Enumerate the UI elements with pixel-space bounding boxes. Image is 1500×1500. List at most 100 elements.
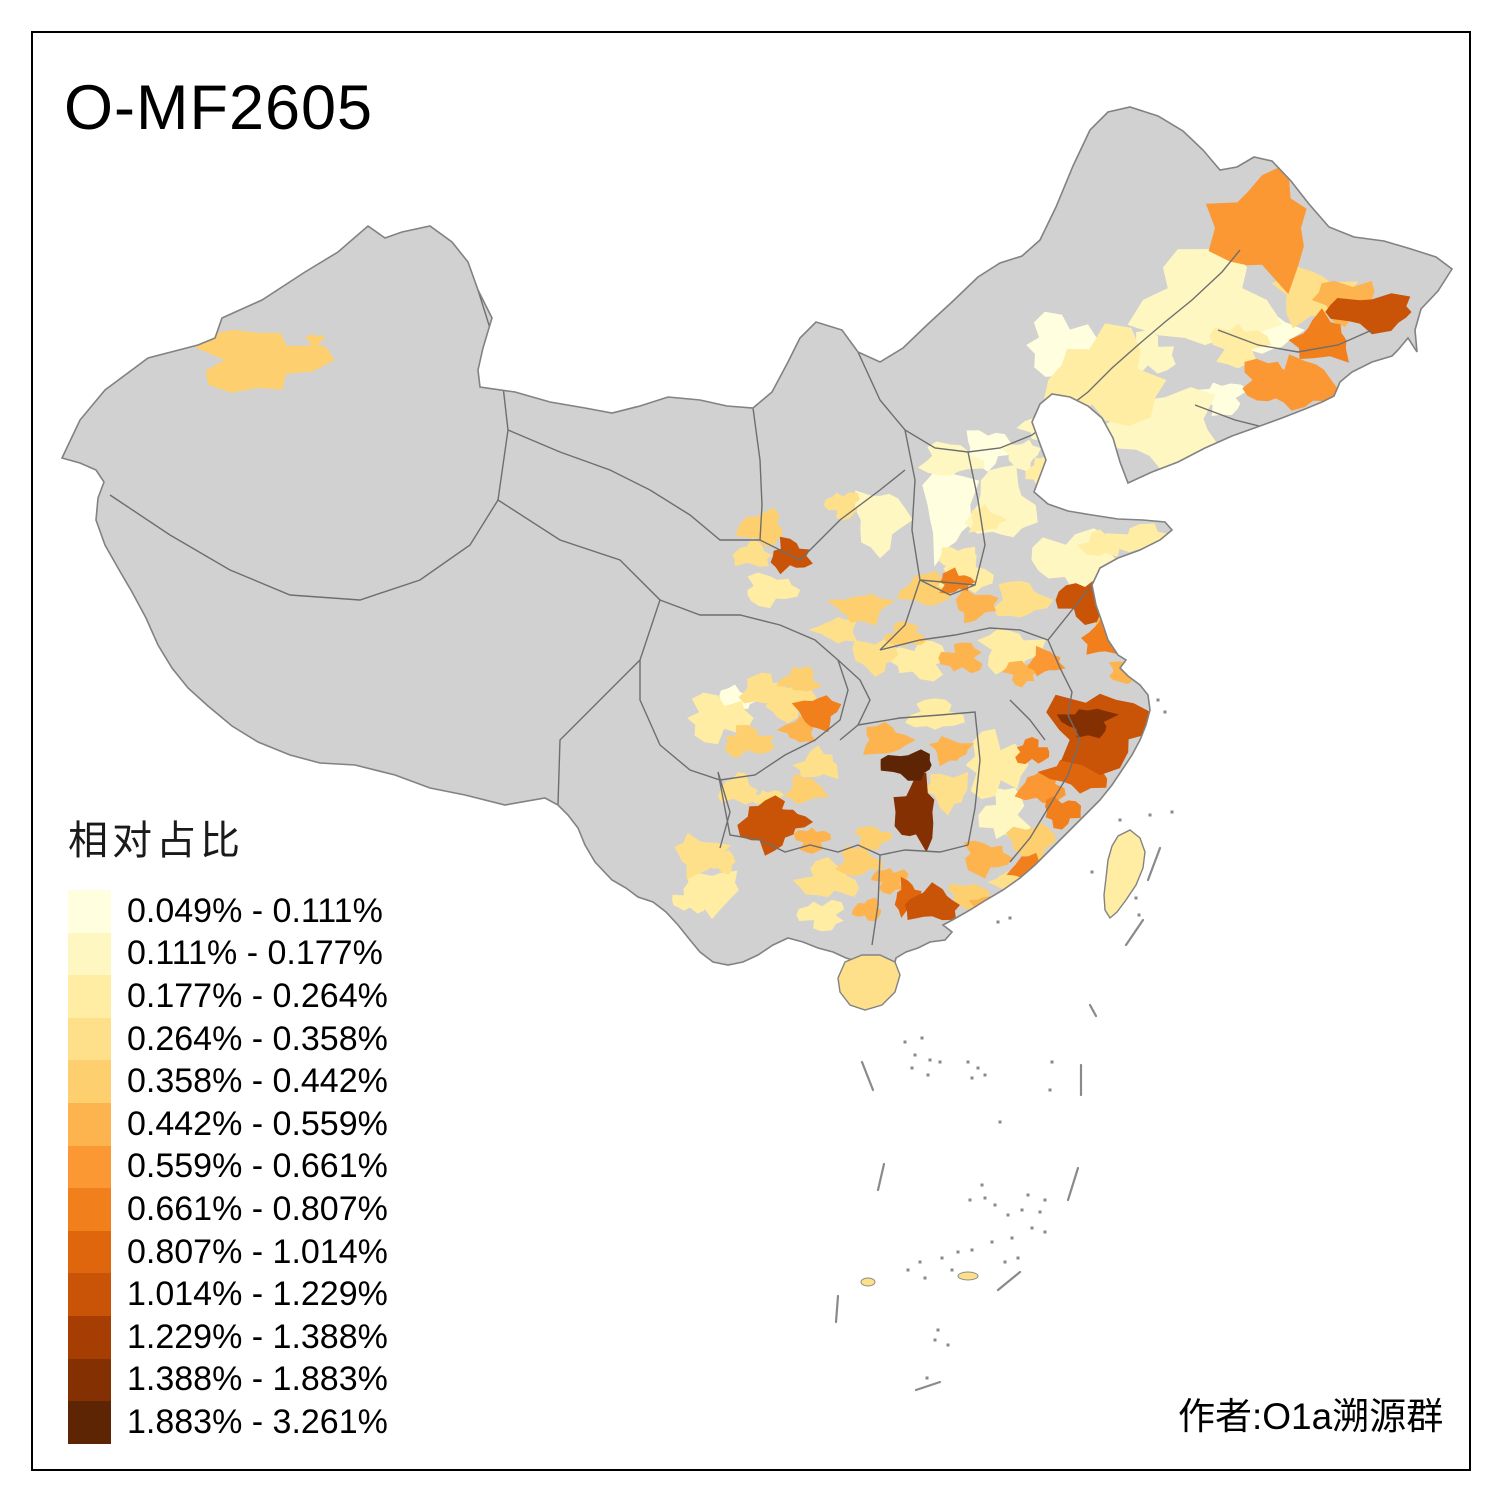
legend-item-3: 0.264% - 0.358%	[68, 1017, 388, 1061]
islet	[1170, 810, 1174, 814]
region-fuzhou	[1045, 796, 1082, 830]
legend-item-4: 0.358% - 0.442%	[68, 1060, 388, 1103]
islet	[1006, 1213, 1010, 1217]
islet-colored-1	[860, 1277, 876, 1287]
islet	[983, 1196, 987, 1200]
legend-label: 0.358% - 0.442%	[127, 1062, 388, 1101]
province-border-8	[919, 451, 986, 596]
legend-swatch	[68, 1145, 111, 1189]
legend-label: 0.177% - 0.264%	[127, 976, 388, 1015]
region-kunming	[706, 850, 736, 875]
islet	[1026, 1193, 1030, 1197]
islet	[1010, 1236, 1014, 1240]
region-nanyang	[939, 567, 976, 594]
islet	[1003, 1260, 1007, 1264]
region-kashgar	[193, 329, 335, 393]
region-yanbian	[1242, 358, 1302, 402]
region-hubei-center	[887, 640, 949, 682]
islet	[928, 1058, 932, 1062]
islet	[1008, 916, 1012, 920]
islet	[1148, 813, 1152, 817]
region-shaoguan	[963, 840, 1014, 879]
islet	[946, 1343, 950, 1347]
region-nanjing	[1027, 645, 1066, 677]
islet	[966, 1060, 970, 1064]
region-guilin	[854, 826, 893, 851]
dash-segment-4	[834, 1294, 840, 1324]
region-shanxi	[922, 449, 980, 567]
region-chenzhou	[929, 736, 975, 767]
region-xian	[826, 593, 896, 626]
legend-item-6: 0.559% - 0.661%	[68, 1145, 388, 1189]
legend-item-8: 0.807% - 1.014%	[68, 1230, 388, 1274]
islet	[1163, 710, 1167, 714]
islet	[1030, 1226, 1034, 1230]
islet	[918, 1260, 922, 1264]
islet	[1090, 870, 1094, 874]
region-shanghai	[1108, 661, 1155, 685]
province-border-1	[497, 499, 661, 806]
dash-segment-6	[914, 1380, 942, 1392]
region-zhejiang-core	[1056, 708, 1119, 739]
region-jinan	[1076, 529, 1120, 557]
province-border-17	[759, 469, 906, 561]
legend-item-9: 1.014% - 1.229%	[68, 1273, 388, 1316]
legend-swatch	[68, 1315, 111, 1359]
province-border-13	[1009, 714, 1081, 863]
islet	[996, 920, 1000, 924]
region-lanzhou	[732, 537, 772, 567]
islet	[906, 1268, 910, 1272]
region-mudanjiang	[1288, 308, 1349, 363]
legend-label: 1.883% - 3.261%	[127, 1402, 388, 1441]
legend-rows: 0.049% - 0.111% 0.111% - 0.177% 0.177% - 0…	[68, 890, 388, 1444]
region-nanning	[796, 899, 845, 932]
legend-item-11: 1.388% - 1.883%	[68, 1358, 388, 1402]
islet	[983, 1073, 987, 1077]
region-yunnan-east	[674, 832, 732, 880]
legend-label: 0.661% - 0.807%	[127, 1189, 388, 1228]
legend-swatch	[68, 1017, 111, 1061]
dash-segment-8	[1124, 918, 1145, 947]
islet	[1043, 1230, 1047, 1234]
region-zunyi	[792, 745, 839, 780]
dash-segment-9	[1088, 1003, 1098, 1018]
islet	[990, 1240, 994, 1244]
region-kizilsu-dot	[305, 333, 325, 348]
legend-swatch	[68, 1060, 111, 1103]
region-hanzhong	[808, 616, 858, 644]
province-border-10	[837, 659, 871, 741]
islet	[980, 1183, 984, 1187]
dash-segment-5	[996, 1270, 1022, 1292]
province-border-16	[1009, 699, 1046, 741]
legend-swatch	[68, 1102, 111, 1146]
islet	[1050, 1060, 1054, 1064]
region-yuxi	[672, 885, 706, 914]
islet	[910, 1066, 914, 1070]
islet	[926, 1073, 930, 1077]
province-border-18	[1047, 584, 1093, 641]
taiwan-island	[1103, 829, 1146, 920]
province-border-3	[752, 407, 763, 541]
province-border-9	[639, 599, 849, 781]
islet	[940, 1256, 944, 1260]
islet	[1156, 698, 1160, 702]
legend-swatch	[68, 1273, 111, 1316]
islet	[976, 1066, 980, 1070]
region-chengdu	[724, 724, 775, 759]
region-liaoyuan	[1195, 382, 1249, 416]
region-jiangxi-pale	[965, 728, 1029, 800]
region-wuhan	[938, 642, 983, 674]
legend-label: 0.264% - 0.358%	[127, 1019, 388, 1058]
legend-item-10: 1.229% - 1.388%	[68, 1315, 388, 1359]
legend-label: 0.442% - 0.559%	[127, 1104, 388, 1143]
region-yulin-gx	[851, 897, 882, 922]
region-anhui-north	[993, 580, 1054, 618]
province-border-11	[879, 627, 1073, 716]
region-chaoshan	[1033, 876, 1066, 897]
region-jilin-east	[1271, 354, 1344, 411]
province-border-14	[717, 771, 969, 856]
dash-segment-0	[860, 1060, 875, 1092]
legend-swatch	[68, 1401, 111, 1444]
legend-item-2: 0.177% - 0.264%	[68, 975, 388, 1018]
